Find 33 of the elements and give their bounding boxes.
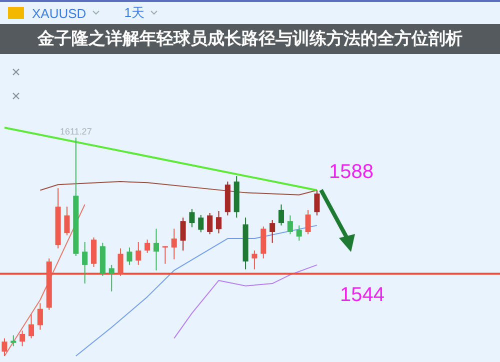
candlestick — [180, 217, 186, 252]
candlestick — [64, 206, 70, 236]
candlestick — [287, 214, 293, 235]
candlestick — [207, 212, 213, 235]
text: 1天 — [124, 4, 144, 22]
candlestick — [108, 264, 114, 292]
candlestick — [20, 330, 26, 347]
annotation: 1588 — [328, 160, 374, 183]
candlestick — [252, 250, 258, 270]
chart-title: 金子隆之详解年轻球员成长路径与训练方法的全方位剖析 — [0, 24, 500, 54]
candlestick — [171, 228, 177, 260]
candlestick — [296, 224, 302, 242]
candlestick — [153, 228, 160, 271]
candlestick — [270, 219, 276, 244]
candlestick — [305, 209, 311, 235]
candlestick — [2, 338, 8, 356]
candlestick — [37, 302, 43, 330]
candlestick — [278, 204, 284, 226]
candlestick — [10, 334, 16, 347]
candlestick — [136, 242, 142, 266]
candlestick — [118, 248, 124, 276]
candlestick — [216, 210, 222, 234]
candlestick — [314, 190, 320, 216]
candlestick — [144, 239, 150, 254]
candlestick — [28, 314, 34, 339]
candlestick — [189, 208, 195, 228]
candlestick — [126, 246, 132, 266]
text: XAUUSD — [32, 6, 86, 20]
candlestick — [198, 214, 204, 233]
candlestick — [82, 242, 88, 284]
annotation: 1544 — [340, 284, 384, 306]
annotation: 1611.27 — [60, 126, 92, 137]
candlestick — [162, 246, 168, 264]
